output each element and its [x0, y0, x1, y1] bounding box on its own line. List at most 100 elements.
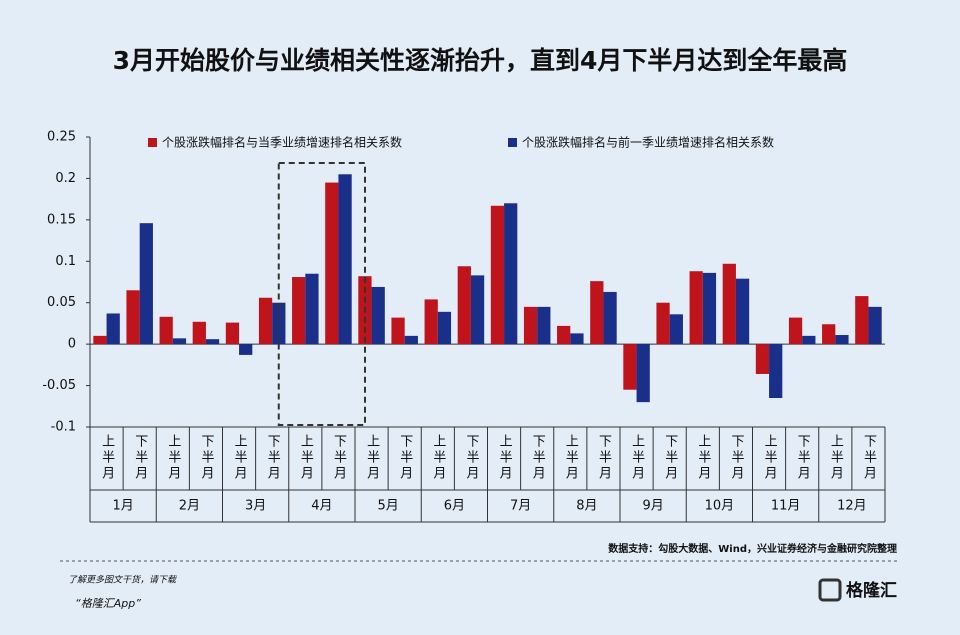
bar: [702, 272, 717, 345]
x-tick-label: 上半月: [828, 434, 844, 482]
group-label: 10月: [705, 499, 735, 514]
bar: [239, 344, 253, 355]
y-tick-label: 0.1: [55, 254, 76, 269]
bar: [126, 290, 140, 345]
y-tick-label: -0.05: [42, 378, 76, 393]
group-label: 3月: [245, 499, 266, 514]
group-label: 2月: [179, 499, 200, 514]
bar: [636, 344, 650, 403]
legend-swatch: [508, 138, 517, 147]
bar: [802, 335, 816, 345]
bar: [623, 344, 637, 390]
bar: [537, 306, 551, 345]
x-tick-label: 下半月: [662, 434, 678, 482]
bar: [855, 296, 869, 345]
legend-label: 个股涨跌幅排名与当季业绩增速排名相关系数: [162, 135, 402, 150]
x-tick-label: 上半月: [298, 434, 314, 482]
y-tick-label: 0.15: [47, 212, 76, 227]
x-tick-label: 下半月: [596, 434, 612, 482]
bar: [292, 277, 306, 345]
x-tick-label: 上半月: [430, 434, 446, 482]
logo-icon: [818, 578, 842, 602]
bar: [159, 316, 173, 345]
group-label: 7月: [510, 499, 531, 514]
bar: [225, 322, 240, 345]
bar: [590, 281, 604, 345]
bar: [470, 275, 485, 345]
bar: [504, 203, 518, 345]
x-tick-label: 下半月: [198, 434, 214, 482]
legend-label: 个股涨跌幅排名与前一季业绩增速排名相关系数: [522, 135, 774, 150]
legend-swatch: [148, 138, 157, 147]
bar: [656, 302, 670, 345]
bar: [523, 306, 538, 345]
y-tick-label: 0.25: [47, 130, 76, 145]
group-label: 9月: [642, 499, 663, 514]
bar: [822, 324, 836, 345]
bar: [735, 278, 750, 345]
bar: [172, 338, 187, 345]
source: 数据支持：勾股大数据、Wind，兴业证券经济与金融研究院整理: [608, 542, 897, 555]
x-tick-label: 上半月: [762, 434, 778, 482]
footer-note: 了解更多图文干货，请下载: [68, 575, 177, 586]
bar: [490, 205, 505, 345]
x-tick-label: 上半月: [99, 434, 115, 482]
x-tick-label: 下半月: [795, 434, 811, 482]
highlight-box: [277, 162, 366, 426]
bar: [205, 339, 220, 345]
x-tick-label: 上半月: [563, 434, 579, 482]
bar: [457, 266, 471, 345]
y-tick-label: 0: [68, 337, 76, 352]
y-tick-label: 0.05: [47, 295, 76, 310]
group-label: 11月: [771, 499, 801, 514]
x-tick-label: 下半月: [530, 434, 546, 482]
bar: [570, 333, 584, 345]
bar: [722, 263, 736, 345]
chart-title: 3月开始股价与业绩相关性逐渐抬升，直到4月下半月达到全年最高: [113, 46, 848, 75]
x-tick-label: 上半月: [232, 434, 248, 482]
bar: [557, 325, 571, 345]
y-tick-label: 0.2: [55, 171, 76, 186]
y-tick-label: -0.1: [51, 420, 76, 435]
bar: [689, 271, 703, 345]
x-tick-label: 下半月: [397, 434, 413, 482]
x-tick-label: 下半月: [132, 434, 148, 482]
bar: [669, 314, 683, 345]
bar: [338, 174, 352, 345]
x-tick-label: 上半月: [629, 434, 645, 482]
x-tick-label: 下半月: [331, 434, 347, 482]
bar: [305, 273, 319, 345]
group-label: 12月: [837, 499, 867, 514]
group-label: 1月: [112, 499, 133, 514]
group-label: 8月: [576, 499, 597, 514]
bar: [868, 306, 882, 345]
bar: [192, 321, 206, 345]
x-tick-label: 上半月: [497, 434, 513, 482]
group-label: 5月: [377, 499, 398, 514]
bar: [106, 313, 120, 345]
bar: [603, 291, 617, 345]
x-tick-label: 下半月: [265, 434, 281, 482]
bar: [424, 299, 438, 345]
bar: [93, 335, 107, 345]
bar: [258, 297, 273, 345]
x-tick-label: 下半月: [463, 434, 479, 482]
x-tick-label: 上半月: [695, 434, 711, 482]
group-label: 4月: [311, 499, 332, 514]
group-label: 6月: [444, 499, 465, 514]
x-tick-label: 上半月: [165, 434, 181, 482]
x-tick-label: 下半月: [728, 434, 744, 482]
bar: [769, 344, 783, 398]
bar: [371, 286, 385, 345]
bar: [404, 335, 418, 345]
logo: 格隆汇: [846, 580, 897, 601]
bar: [835, 335, 849, 345]
footer-app: “格隆汇App”: [75, 597, 141, 610]
x-tick-label: 下半月: [861, 434, 877, 482]
x-tick-label: 上半月: [364, 434, 380, 482]
bar: [325, 182, 339, 345]
bar: [437, 311, 452, 345]
bar: [391, 317, 405, 345]
bar: [272, 302, 286, 345]
